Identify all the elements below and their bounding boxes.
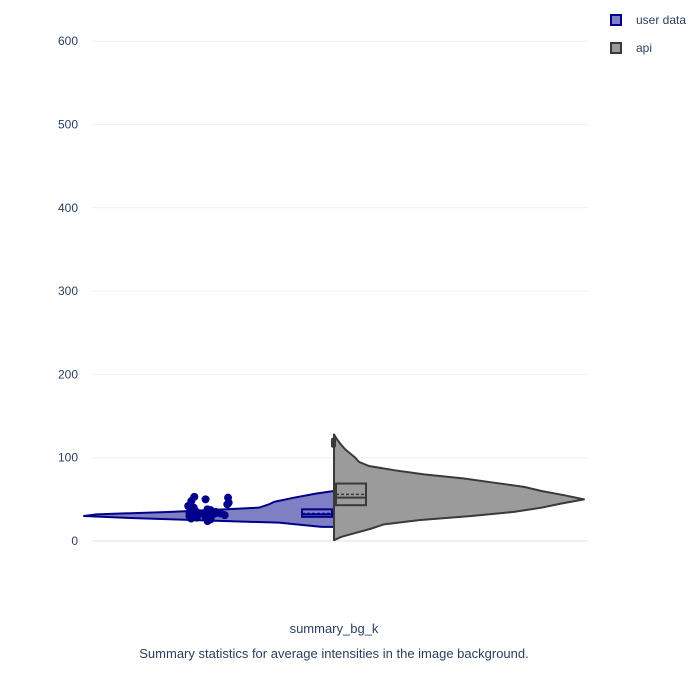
outlier-points	[331, 437, 336, 448]
y-tick-label: 0	[71, 534, 78, 548]
y-tick-label: 500	[58, 118, 78, 132]
data-point	[201, 495, 210, 504]
violin-user-data	[83, 490, 335, 528]
legend-item-api[interactable]: api	[610, 34, 686, 62]
y-tick-label: 600	[58, 34, 78, 48]
legend-swatch	[610, 42, 622, 54]
data-point	[203, 505, 212, 514]
y-tick-label: 100	[58, 451, 78, 465]
plot-area	[83, 433, 585, 542]
y-tick-label: 200	[58, 367, 78, 381]
y-tick-label: 300	[58, 284, 78, 298]
data-point	[190, 492, 199, 501]
y-tick-label: 400	[58, 201, 78, 215]
legend-item-user-data[interactable]: user data	[610, 6, 686, 34]
x-axis-title: summary_bg_k	[290, 621, 379, 636]
grid-lines	[92, 40, 588, 542]
y-axis: 0 100 200 300 400 500 600	[58, 34, 78, 548]
legend-label: user data	[636, 13, 687, 27]
legend: user data api	[610, 6, 686, 62]
legend-label: api	[636, 41, 653, 55]
data-point	[224, 493, 233, 502]
legend-swatch	[610, 14, 622, 26]
violin-api	[333, 433, 585, 542]
chart-caption: Summary statistics for average intensiti…	[139, 646, 528, 661]
